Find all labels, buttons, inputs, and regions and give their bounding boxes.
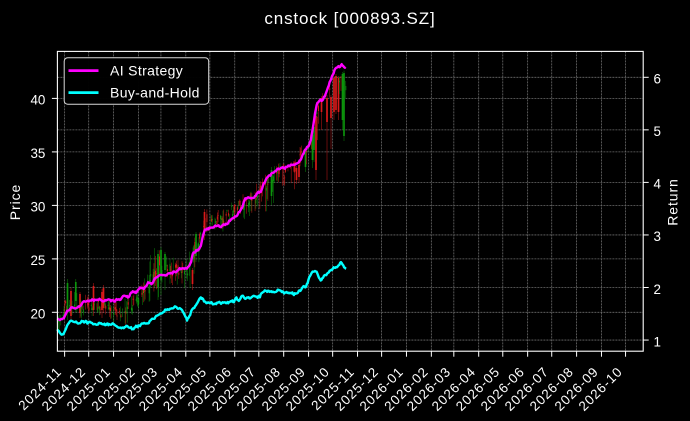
svg-text:35: 35 (30, 146, 45, 161)
svg-text:4: 4 (654, 177, 662, 192)
svg-text:1: 1 (654, 334, 661, 349)
svg-text:20: 20 (30, 307, 45, 322)
svg-text:25: 25 (30, 253, 45, 268)
svg-text:cnstock [000893.SZ]: cnstock [000893.SZ] (264, 9, 435, 28)
svg-text:5: 5 (654, 124, 661, 139)
svg-text:Buy-and-Hold: Buy-and-Hold (110, 84, 200, 100)
svg-text:Return: Return (665, 178, 681, 225)
svg-text:6: 6 (654, 72, 661, 87)
svg-text:40: 40 (30, 93, 45, 108)
svg-text:2: 2 (654, 282, 661, 297)
svg-text:Price: Price (7, 184, 23, 220)
svg-text:3: 3 (654, 229, 661, 244)
svg-text:30: 30 (30, 200, 45, 215)
svg-text:AI Strategy: AI Strategy (110, 62, 183, 78)
